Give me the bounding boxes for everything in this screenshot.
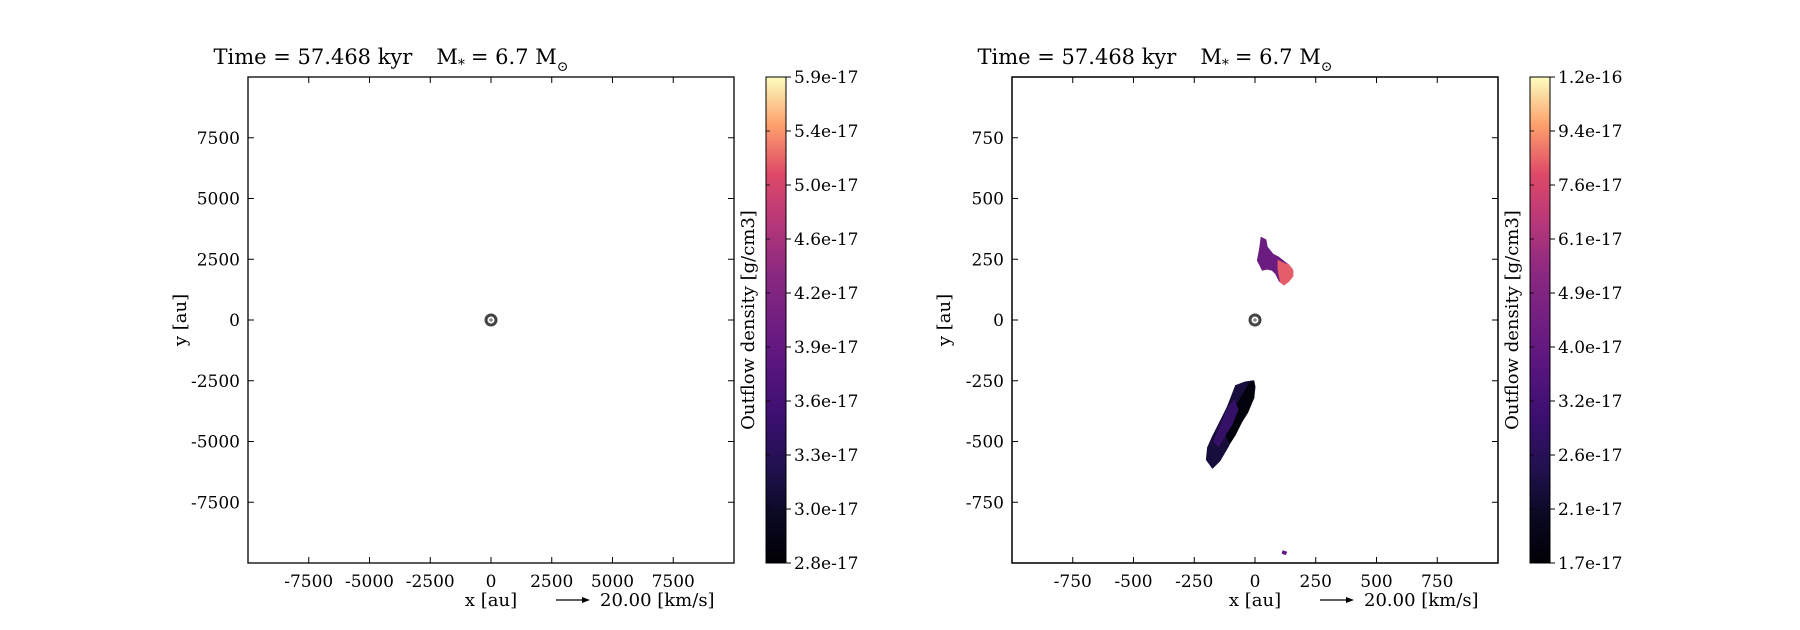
left-x-tick-label: 5000 <box>591 572 634 592</box>
left-title-mass-unit-sub: ⊙ <box>557 59 569 75</box>
right-colorbar-tick-label: 4.9e-17 <box>1558 284 1622 304</box>
right-colorbar-tick-label: 1.7e-17 <box>1558 554 1622 574</box>
left-colorbar-tick-label: 3.6e-17 <box>794 392 858 412</box>
right-x-tick-label: -250 <box>1175 572 1213 592</box>
left-x-tick-label: -7500 <box>284 572 333 592</box>
left-y-tick-label: -7500 <box>191 493 240 513</box>
right-title: Time = 57.468 kyr M* = 6.7 M⊙ <box>978 45 1333 75</box>
right-colorbar-tick-label: 2.1e-17 <box>1558 500 1622 520</box>
right-sink <box>1248 313 1262 327</box>
left-y-tick-label: -5000 <box>191 433 240 453</box>
left-x-tick-label: -5000 <box>345 572 394 592</box>
right-quiver-arrowhead <box>1346 597 1354 603</box>
right-colorbar-tick-label: 3.2e-17 <box>1558 392 1622 412</box>
right-x-tick-label: -750 <box>1054 572 1092 592</box>
right-y-tick-label: 750 <box>972 129 1004 149</box>
right-colorbar-tick-label: 6.1e-17 <box>1558 230 1622 250</box>
left-colorbar-tick-label: 3.9e-17 <box>794 338 858 358</box>
left-sink <box>484 313 498 327</box>
left-title: Time = 57.468 kyr M* = 6.7 M⊙ <box>214 45 569 75</box>
left-colorbar-ticks: 2.8e-17 3.0e-17 3.3e-17 3.6e-17 3.9e-17 4.2e-… <box>766 68 858 574</box>
left-x-label: x [au] <box>465 590 517 611</box>
left-sink-ring <box>484 313 498 327</box>
left-colorbar-tick-label: 4.2e-17 <box>794 284 858 304</box>
right-y-label: y [au] <box>934 294 955 347</box>
right-y-tick-label: -500 <box>966 433 1004 453</box>
right-colorbar-tick-label: 4.0e-17 <box>1558 338 1622 358</box>
left-quiver-arrowhead <box>582 597 590 603</box>
left-x-tick-label: -2500 <box>406 572 455 592</box>
left-y-tick-label: 5000 <box>197 190 240 210</box>
right-title-mass-sub: * <box>1222 57 1229 73</box>
right-x-tick-label: 500 <box>1360 572 1392 592</box>
right-y-tick-label: 250 <box>972 250 1004 270</box>
left-title-mass-symbol: M <box>436 45 458 69</box>
right-x-tick-label: -500 <box>1114 572 1152 592</box>
right-y-tick-label: -750 <box>966 493 1004 513</box>
right-sink-core <box>1253 318 1257 322</box>
right-sink-ring <box>1248 313 1262 327</box>
left-colorbar <box>765 76 787 564</box>
left-title-mass-value: = 6.7 M <box>471 45 557 69</box>
right-region-upper-lobe-tip <box>1277 260 1294 286</box>
left-colorbar-label: Outflow density [g/cm3] <box>738 210 759 430</box>
left-x-tick-label: 2500 <box>530 572 573 592</box>
right-title-mass-value: = 6.7 M <box>1235 45 1321 69</box>
left-x-tick-label: 7500 <box>652 572 695 592</box>
left-x-tick-label: 0 <box>486 572 497 592</box>
left-y-tick-label: -2500 <box>191 372 240 392</box>
left-quiver-label: 20.00 [km/s] <box>600 590 715 611</box>
right-y-tick-label: 500 <box>972 190 1004 210</box>
right-quiver-key: 20.00 [km/s] <box>1320 590 1479 611</box>
right-x-tick-label: 750 <box>1421 572 1453 592</box>
left-colorbar-tick-label: 2.8e-17 <box>794 554 858 574</box>
right-colorbar-ticks: 1.7e-17 2.1e-17 2.6e-17 3.2e-17 4.0e-17 4.9e-… <box>1530 68 1622 574</box>
right-x-ticks: -750 -500 -250 0 250 500 750 <box>1054 77 1453 592</box>
left-title-mass-sub: * <box>458 57 465 73</box>
right-region-lower-lobe-core <box>1224 381 1255 445</box>
right-regions <box>1205 236 1294 555</box>
right-title-mass-symbol: M <box>1200 45 1222 69</box>
right-colorbar-tick-label: 2.6e-17 <box>1558 446 1622 466</box>
right-plot-border <box>1011 76 1499 564</box>
right-title-mass-unit-sub: ⊙ <box>1321 59 1333 75</box>
right-y-tick-label: 0 <box>993 311 1004 331</box>
right-colorbar-label: Outflow density [g/cm3] <box>1502 210 1523 430</box>
right-colorbar <box>1529 76 1551 564</box>
left-title-time: Time = 57.468 kyr <box>214 45 414 69</box>
right-panel: Time = 57.468 kyr M* = 6.7 M⊙ -750 -500 -250… <box>934 45 1622 611</box>
right-y-tick-label: -250 <box>966 372 1004 392</box>
right-colorbar-tick-label: 9.4e-17 <box>1558 122 1622 142</box>
left-colorbar-tick-label: 4.6e-17 <box>794 230 858 250</box>
right-x-tick-label: 0 <box>1250 572 1261 592</box>
left-y-label: y [au] <box>170 294 191 347</box>
left-sink-core <box>489 318 493 322</box>
left-y-tick-label: 2500 <box>197 250 240 270</box>
right-colorbar-tick-label: 7.6e-17 <box>1558 176 1622 196</box>
left-x-ticks: -7500 -5000 -2500 0 2500 5000 7500 <box>284 77 695 592</box>
right-x-tick-label: 250 <box>1300 572 1332 592</box>
right-colorbar-tick-label: 1.2e-16 <box>1558 68 1622 88</box>
left-colorbar-tick-label: 5.4e-17 <box>794 122 858 142</box>
right-region-stray-cell <box>1281 550 1288 555</box>
left-y-tick-label: 7500 <box>197 129 240 149</box>
left-y-ticks: 7500 5000 2500 0 -2500 -5000 -7500 <box>191 129 734 513</box>
left-y-tick-label: 0 <box>229 311 240 331</box>
left-colorbar-tick-label: 3.3e-17 <box>794 446 858 466</box>
left-colorbar-tick-label: 3.0e-17 <box>794 500 858 520</box>
right-quiver-label: 20.00 [km/s] <box>1364 590 1479 611</box>
right-region-lower-lobe-mid <box>1213 399 1239 447</box>
right-title-time: Time = 57.468 kyr <box>978 45 1178 69</box>
left-panel: Time = 57.468 kyr M* = 6.7 M⊙ -7500 -5000 -2… <box>170 45 858 611</box>
left-quiver-key: 20.00 [km/s] <box>556 590 715 611</box>
right-x-label: x [au] <box>1229 590 1281 611</box>
left-colorbar-tick-label: 5.0e-17 <box>794 176 858 196</box>
right-y-ticks: 750 500 250 0 -250 -500 -750 <box>966 129 1498 513</box>
left-colorbar-tick-label: 5.9e-17 <box>794 68 858 88</box>
